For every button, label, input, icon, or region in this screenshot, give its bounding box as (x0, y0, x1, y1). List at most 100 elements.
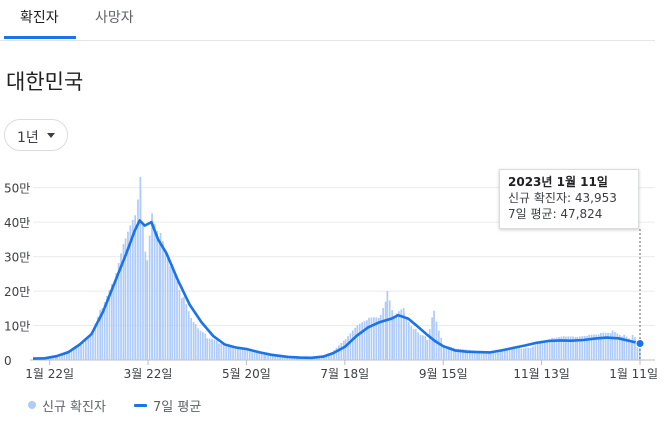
period-dropdown[interactable]: 1년 (4, 119, 68, 151)
bar (400, 309, 403, 360)
bar (354, 327, 357, 360)
y-tick-label: 40만 (4, 216, 30, 230)
legend-label-7day-avg: 7일 평균 (153, 400, 202, 415)
bar (94, 323, 97, 360)
y-tick-label: 30만 (4, 251, 30, 265)
bar (506, 348, 509, 360)
bar (251, 351, 253, 360)
bar (574, 336, 577, 360)
bar (604, 332, 607, 360)
bar (440, 337, 443, 360)
bar (325, 354, 328, 360)
bar (54, 355, 57, 360)
tab-deaths[interactable]: 사망자 (95, 10, 134, 26)
bar (164, 249, 167, 360)
bar (621, 336, 623, 360)
bar (553, 338, 555, 360)
bar (73, 348, 75, 360)
bar (466, 349, 469, 360)
tab-bar: 확진자 사망자 (0, 0, 655, 41)
x-tick-label: 9월 15일 (419, 367, 468, 381)
bar (56, 355, 58, 360)
tooltip-date: 2023년 1월 11일 (508, 175, 608, 189)
bar (256, 352, 258, 360)
bar (555, 337, 558, 360)
tab-cases[interactable]: 확진자 (20, 10, 59, 26)
bar (593, 334, 595, 360)
bar (492, 351, 494, 360)
bar (483, 351, 485, 360)
bar (139, 189, 142, 360)
bar (638, 342, 641, 360)
bar (588, 335, 590, 360)
bar (464, 349, 467, 360)
bar (171, 263, 174, 360)
bar (522, 348, 525, 360)
bar (190, 317, 192, 360)
y-tick-label: 50만 (4, 182, 30, 196)
bar (253, 352, 256, 360)
bar (546, 339, 549, 360)
bar (358, 323, 361, 360)
bar (89, 336, 92, 360)
bar (452, 347, 455, 360)
bar (388, 300, 391, 360)
bar (625, 336, 628, 360)
bar (70, 349, 73, 360)
bar (101, 308, 104, 360)
bar (623, 334, 625, 360)
bar (229, 346, 232, 360)
cases-chart[interactable]: 0 10만 20만 30만 40만 50만 1월 22일 3월 22일 5월 20일 7월 18… (0, 150, 671, 390)
x-tick-label: 7월 18일 (320, 367, 369, 381)
bar (448, 346, 450, 360)
bar (293, 357, 296, 360)
bar (264, 354, 267, 360)
bar (532, 346, 534, 360)
bar (616, 333, 619, 360)
bar (338, 345, 340, 360)
x-tick-label: 1월 11일 (609, 367, 658, 381)
bar (87, 337, 90, 360)
bar (113, 283, 115, 360)
bar (99, 309, 101, 360)
bar (173, 272, 176, 360)
bar (395, 313, 398, 360)
bar (562, 336, 565, 360)
bar (197, 328, 199, 360)
bar (146, 260, 149, 360)
bar (77, 345, 80, 360)
bar (634, 337, 636, 360)
bar (103, 302, 106, 360)
bar (478, 351, 480, 360)
bar (375, 317, 378, 360)
y-tick-label: 20만 (4, 285, 30, 299)
bar (450, 347, 453, 360)
bar (386, 290, 389, 360)
bar (398, 311, 400, 360)
bar (131, 219, 134, 360)
bar (137, 199, 139, 360)
bar (206, 338, 209, 360)
tooltip-new-cases: 신규 확진자: 43,953 (508, 191, 617, 205)
bar (151, 217, 154, 360)
bar (216, 340, 218, 360)
bar (414, 329, 417, 360)
bar (156, 231, 158, 360)
bar (148, 235, 151, 360)
bar (352, 330, 354, 360)
bar (61, 352, 63, 360)
bar (443, 345, 445, 360)
bar (433, 310, 435, 360)
bar (260, 353, 263, 360)
bar (618, 334, 621, 360)
bar (213, 339, 216, 360)
bar (422, 335, 424, 360)
caret-down-icon (47, 133, 55, 138)
bar (476, 351, 478, 360)
bar (115, 273, 118, 360)
bar (144, 251, 147, 360)
bar (227, 344, 230, 360)
bar (68, 350, 70, 360)
bar (438, 330, 440, 360)
bar (379, 315, 382, 360)
